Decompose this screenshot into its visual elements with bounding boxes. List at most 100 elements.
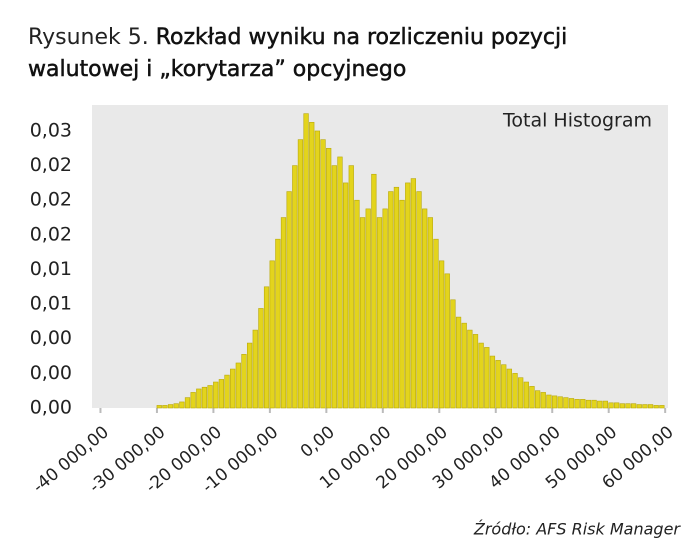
figure-label: Rysunek 5. <box>28 25 149 50</box>
bar <box>647 404 654 409</box>
bar <box>162 405 168 409</box>
chart-title: Rozkład wyniku na rozliczeniu pozycji wa… <box>28 25 568 83</box>
bar <box>156 405 162 409</box>
bar <box>484 347 490 409</box>
bar <box>393 186 400 409</box>
bar <box>427 217 433 409</box>
bar <box>303 113 309 409</box>
bar <box>173 403 179 409</box>
bar <box>365 208 371 409</box>
bar <box>331 165 337 409</box>
bar <box>275 238 281 409</box>
bar <box>630 403 637 409</box>
bar <box>184 397 191 409</box>
bar <box>410 178 417 409</box>
bar <box>309 122 315 409</box>
bar <box>455 316 462 409</box>
bar <box>461 322 467 409</box>
bar <box>213 381 219 409</box>
bar <box>241 354 247 409</box>
bar <box>614 402 620 409</box>
bar <box>263 286 270 409</box>
bar <box>653 405 659 409</box>
bar <box>286 191 292 409</box>
y-tick-label: 0,02 <box>30 223 72 245</box>
legend-text: Total Histogram <box>502 110 652 132</box>
bar <box>359 217 366 409</box>
bar <box>167 404 174 409</box>
bar <box>467 329 473 409</box>
bar <box>337 156 343 409</box>
bar <box>269 260 275 409</box>
bar <box>235 362 241 409</box>
bar <box>388 191 394 409</box>
bar <box>258 308 264 409</box>
bar <box>540 392 546 409</box>
bar <box>252 329 258 409</box>
bar <box>376 217 383 409</box>
bar <box>506 368 513 409</box>
bar <box>450 299 456 409</box>
bar <box>580 399 586 409</box>
y-tick-label: 0,02 <box>30 154 72 176</box>
source: Źródło: AFS Risk Manager <box>473 520 682 539</box>
bar <box>348 165 354 409</box>
bar <box>501 364 507 409</box>
y-tick-label: 0,01 <box>30 293 72 315</box>
bar <box>416 191 422 409</box>
bar <box>512 373 518 409</box>
bar <box>625 403 631 409</box>
bar <box>659 405 665 409</box>
bar <box>597 400 603 409</box>
bar <box>246 342 253 409</box>
bar <box>546 394 552 409</box>
bar <box>179 401 185 409</box>
bar <box>230 368 236 409</box>
bar <box>557 396 563 409</box>
bar <box>201 386 208 409</box>
bar <box>495 360 501 409</box>
bar <box>619 403 625 409</box>
bar <box>551 395 558 409</box>
bar <box>433 238 439 409</box>
y-tick-label: 0,00 <box>30 397 72 419</box>
bar <box>207 385 213 409</box>
bar <box>218 379 225 409</box>
bar <box>190 392 196 409</box>
bar <box>224 374 230 409</box>
bar <box>399 199 405 409</box>
bar <box>280 217 287 409</box>
bar <box>585 399 592 409</box>
bar <box>314 130 321 409</box>
y-tick-label: 0,01 <box>30 258 72 280</box>
bar <box>438 260 445 409</box>
bar <box>574 399 580 409</box>
bar <box>563 397 569 409</box>
bar <box>529 386 535 409</box>
heading: Rysunek 5. Rozkład wyniku na rozliczeniu… <box>28 22 638 86</box>
bar <box>636 404 642 409</box>
bar <box>354 199 360 409</box>
bar <box>320 139 326 409</box>
bar <box>342 182 349 409</box>
x-tick-label: 0,00 <box>297 422 339 462</box>
y-tick-label: 0,00 <box>30 327 72 349</box>
y-tick-label: 0,00 <box>30 362 72 384</box>
bar <box>608 402 614 409</box>
bar <box>444 273 450 409</box>
bar <box>478 342 484 409</box>
bar <box>422 208 428 409</box>
y-tick-label: 0,03 <box>30 119 72 141</box>
bar <box>292 165 298 409</box>
bar <box>489 355 496 409</box>
bar <box>568 398 575 409</box>
bar <box>518 377 524 409</box>
bar <box>382 208 388 409</box>
bar <box>534 390 541 409</box>
bar <box>371 173 377 409</box>
bar <box>405 182 411 409</box>
bar <box>523 381 529 409</box>
bar <box>602 400 609 409</box>
